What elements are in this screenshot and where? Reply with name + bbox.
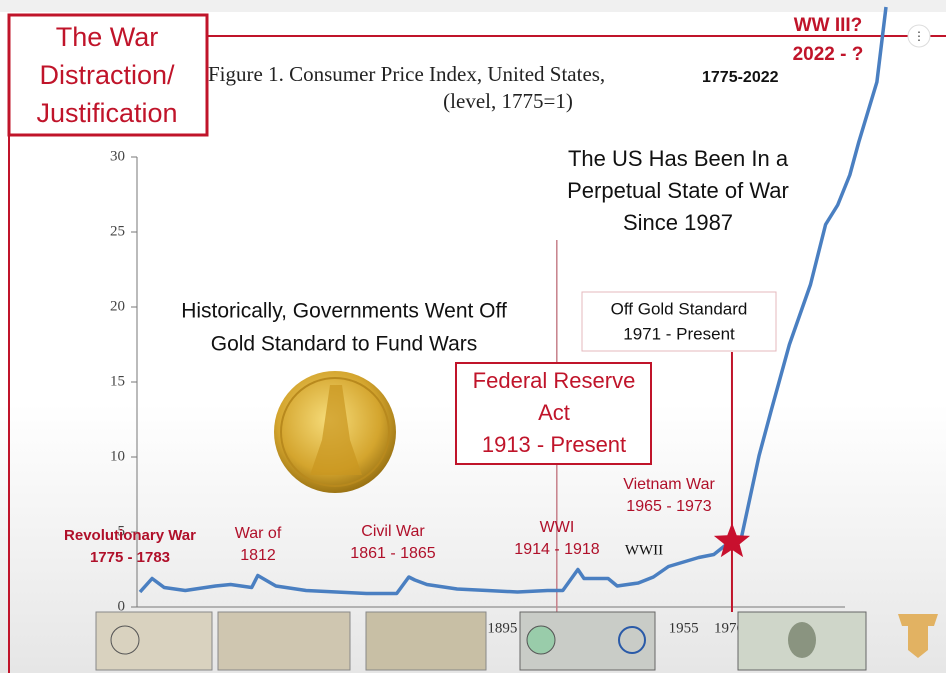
annotation-text: 2022 - ?	[793, 44, 864, 65]
y-tick-label: 0	[118, 598, 126, 614]
x-tick-label: 1970	[714, 620, 744, 636]
coin-rim	[280, 377, 390, 487]
annotation-text: 1861 - 1865	[350, 545, 436, 562]
annotation-text: WWII	[625, 542, 663, 558]
top-band	[0, 0, 946, 12]
info-button[interactable]	[907, 24, 931, 48]
annotation-text: 1971 - Present	[623, 324, 735, 343]
annotation-text: Historically, Governments Went Off	[181, 300, 507, 323]
banknote	[365, 611, 487, 671]
annotation-box	[455, 362, 652, 465]
annotation-text: 1913 - Present	[482, 432, 626, 457]
annotation-text: WW III?	[794, 15, 863, 36]
annotation-text: Justification	[36, 98, 177, 128]
banknote-portrait	[788, 622, 816, 658]
info-icon: ⋮	[913, 29, 925, 43]
banknote	[217, 611, 351, 671]
star-marker	[713, 522, 750, 558]
x-tick-label: 1895	[487, 620, 517, 636]
logo-shield	[898, 614, 938, 658]
x-tick-label: 1955	[669, 620, 699, 636]
annotation-text: 1965 - 1973	[626, 498, 712, 515]
annotation-text: Off Gold Standard	[611, 299, 748, 318]
annotation-text: Vietnam War	[623, 476, 715, 493]
y-tick-label: 5	[118, 523, 126, 539]
annotation-text: Act	[538, 400, 570, 425]
banknotes	[95, 611, 867, 671]
coin-figure	[310, 385, 362, 475]
annotation-text: 1914 - 1918	[514, 541, 600, 558]
annotation-text: Distraction/	[39, 60, 175, 90]
annotation-text: The US Has Been In a	[568, 146, 789, 171]
annotation-text: Perpetual State of War	[567, 178, 789, 203]
annotation-text: 1812	[240, 547, 276, 564]
chart-title-years: 1775-2022	[702, 69, 779, 86]
y-tick-label: 15	[110, 373, 125, 389]
annotation-text: Federal Reserve	[473, 368, 636, 393]
annotation-text: Revolutionary War	[64, 527, 196, 544]
annotation-text: War of	[235, 525, 282, 542]
y-tick-label: 20	[110, 298, 125, 314]
annotation-box	[7, 13, 209, 137]
annotation-text: WWI	[540, 519, 575, 536]
annotation-text: Since 1987	[623, 210, 733, 235]
annotation-text: Gold Standard to Fund Wars	[211, 333, 478, 356]
y-tick-label: 30	[110, 148, 125, 164]
chart-subtitle: (level, 1775=1)	[443, 89, 573, 113]
chart-title: Figure 1. Consumer Price Index, United S…	[208, 62, 605, 86]
banknote-seal	[618, 626, 646, 654]
annotation-text: 1775 - 1783	[90, 549, 170, 566]
cpi-line	[138, 6, 888, 596]
plot: 0 5 10 15 20 25 30 1895 1955 1970 The War Distracti…	[7, 6, 888, 636]
banknote-seal	[110, 625, 140, 655]
coin	[274, 371, 396, 493]
banknote-portrait	[526, 625, 556, 655]
y-tick-label: 10	[110, 448, 125, 464]
banknote	[95, 611, 213, 671]
annotation-box	[581, 291, 777, 352]
annotation-text: The War	[56, 22, 159, 52]
y-tick-label: 25	[110, 223, 125, 239]
logo	[898, 614, 938, 658]
annotation-text: Civil War	[361, 523, 425, 540]
